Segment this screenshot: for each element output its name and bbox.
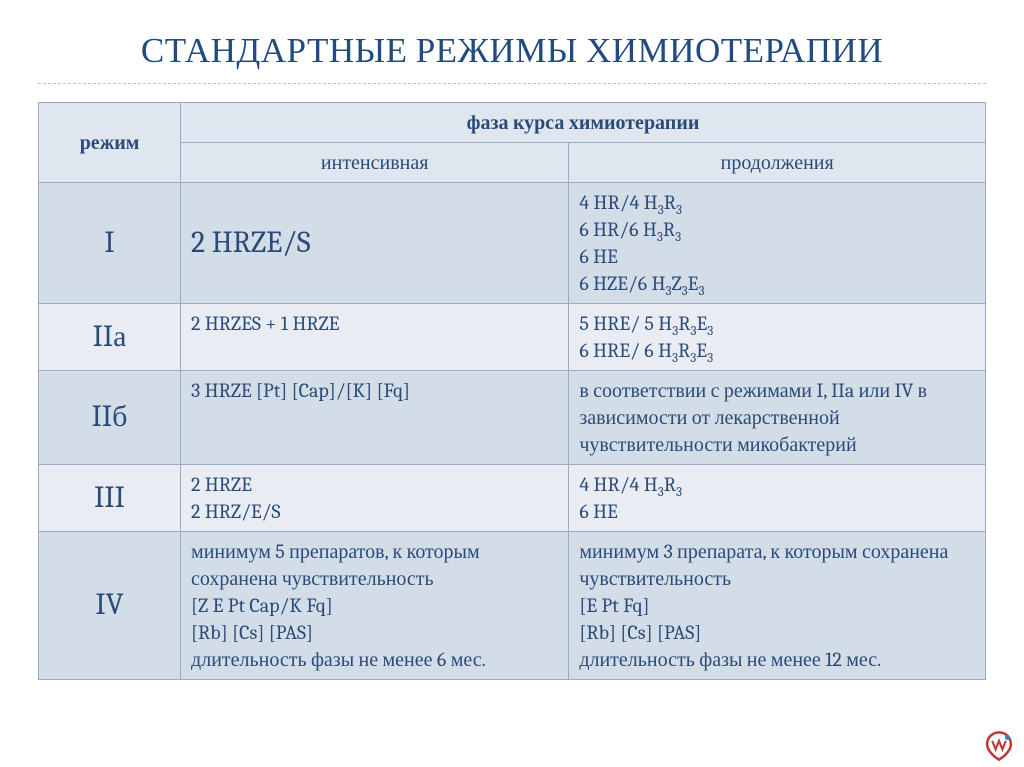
continuation-cell: 4 HR/4 H3R36 HR/6 H3R36 HE6 HZE/6 H3Z3E3 [569, 183, 986, 304]
table-row: IVминимум 5 препаратов, к которым сохран… [39, 532, 986, 680]
mode-cell: I [39, 183, 181, 304]
logo-icon [982, 729, 1016, 763]
continuation-cell: 4 HR/4 H3R36 HE [569, 465, 986, 532]
continuation-cell: 5 HRE/ 5 H3R3E36 HRE/ 6 H3R3E3 [569, 304, 986, 371]
intensive-cell: 2 HRZES + 1 HRZE [181, 304, 569, 371]
col-mode-header: режим [39, 103, 181, 183]
mode-cell: IIа [39, 304, 181, 371]
logo-m [992, 741, 1006, 750]
intensive-cell: 2 HRZE/S [181, 183, 569, 304]
intensive-cell: 3 HRZE [Pt] [Cap]/[K] [Fq] [181, 371, 569, 465]
col-intensive-header: интенсивная [181, 143, 569, 183]
table-row: I2 HRZE/S4 HR/4 H3R36 HR/6 H3R36 HE6 HZE… [39, 183, 986, 304]
mode-cell: III [39, 465, 181, 532]
mode-cell: IIб [39, 371, 181, 465]
logo-dot [1005, 735, 1010, 740]
title-divider [38, 83, 986, 84]
chemo-table: режим фаза курса химиотерапии интенсивна… [38, 102, 986, 680]
mode-cell: IV [39, 532, 181, 680]
col-continuation-header: продолжения [569, 143, 986, 183]
table-row: III2 HRZE2 HRZ/E/S4 HR/4 H3R36 HE [39, 465, 986, 532]
intensive-cell: 2 HRZE2 HRZ/E/S [181, 465, 569, 532]
col-phase-header: фаза курса химиотерапии [181, 103, 986, 143]
table-row: IIа2 HRZES + 1 HRZE5 HRE/ 5 H3R3E36 HRE/… [39, 304, 986, 371]
continuation-cell: в соответствии с режимами I, IIa или IV … [569, 371, 986, 465]
page-title: СТАНДАРТНЫЕ РЕЖИМЫ ХИМИОТЕРАПИИ [38, 30, 986, 71]
table-body: I2 HRZE/S4 HR/4 H3R36 HR/6 H3R36 HE6 HZE… [39, 183, 986, 680]
continuation-cell: минимум 3 препарата, к которым сохранена… [569, 532, 986, 680]
table-row: IIб3 HRZE [Pt] [Cap]/[K] [Fq]в соответст… [39, 371, 986, 465]
intensive-cell: минимум 5 препаратов, к которым сохранен… [181, 532, 569, 680]
